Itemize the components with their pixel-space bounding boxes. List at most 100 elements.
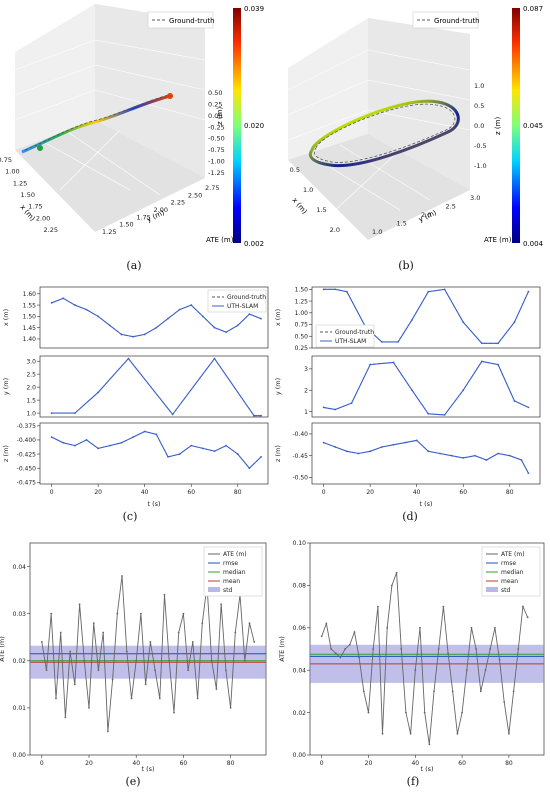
panel-a-colorbar-min: 0.002: [244, 240, 264, 248]
panel-d-subplot-0-y-tick-label-3: 1.00: [295, 310, 309, 317]
panel-b-colorbar-max: 0.087: [523, 5, 543, 13]
panel-e-y-tick-label-4: 0.04: [13, 564, 27, 571]
panel-e-data-point-0: [40, 641, 43, 643]
panel-c-subplot-0-data-point-0: [50, 301, 53, 304]
panel-c-subplot-2-data-point-16: [236, 453, 239, 455]
panel-a-x-tick-label-1: 1.00: [5, 168, 19, 176]
panel-c-x-label: t (s): [147, 500, 160, 508]
panel-e-data-point-41: [234, 631, 237, 634]
panel-b-y-tick-label-1: 1.5: [397, 220, 407, 228]
panel-a-colorbar: [233, 8, 241, 243]
panel-b-y-tick-label-3: 2.5: [446, 203, 456, 211]
panel-a-grid: [14, 39, 206, 196]
panel-c-subplot-2-y-label: z (m): [2, 445, 10, 462]
panel-e-x-tick-label-1: 20: [85, 760, 93, 767]
panel-e-x-label: t (s): [141, 765, 154, 773]
panel-c: 1.40 1.45 1.50 1.55 1.60 x (m) 1.0 1.5 2.0 2.5 3.0…: [2, 286, 269, 508]
panel-e-data-point-9: [83, 659, 86, 662]
panel-a-y-tick-label-5: 2.50: [188, 191, 202, 199]
panel-c-subplot-2-y-tick-label-3: -0.450: [17, 465, 37, 472]
panel-c-subplot-0-data-point-11: [178, 308, 181, 311]
panel-e-data-point-33: [196, 697, 199, 700]
panel-f-x-tick-label-0: 0: [320, 760, 324, 767]
panel-c-subplot-1-y-tick-label-0: 1.0: [26, 410, 36, 417]
panel-f-legend-label-3: mean: [501, 578, 518, 585]
panel-a-end-marker: [167, 93, 173, 99]
panel-b-z-tick-label-0: 1.0: [474, 82, 484, 90]
panel-f-data-point-4: [339, 656, 342, 659]
panel-c-subplot-2-data-point-15: [225, 444, 228, 447]
panel-b-colorbar-label: ATE (m): [484, 236, 512, 244]
panel-c-subplot-1-data-point-0: [50, 412, 53, 415]
panel-a: Ground-truth 0.039 0.020 0.002 ATE (m) 0…: [0, 4, 264, 248]
panel-d-subplot-2-data-point-10: [439, 452, 441, 455]
panel-e-data-point-37: [215, 688, 218, 690]
panel-e-data-point-26: [163, 593, 166, 596]
panel-a-z-tick-label-0: 0.50: [208, 89, 222, 97]
panel-e-data-point-34: [201, 622, 204, 624]
panel-c-subplot-1-data-point-3: [127, 357, 130, 360]
panel-b-legend-label: Ground-truth: [434, 17, 480, 25]
panel-f-data-point-8: [358, 656, 361, 659]
panel-c-subplot-1-data-point-4: [171, 413, 174, 416]
panel-b-y-ticks: 1.0 1.5 2.0 2.5 3.0: [372, 194, 480, 236]
panel-e-x-tick-label-3: 60: [180, 760, 188, 767]
panel-d-subplot-1-data-point-2: [350, 402, 353, 404]
panel-c-subplot-0-data-point-14: [213, 326, 216, 329]
panel-c-subplot-0-y-tick-label-1: 1.45: [23, 325, 37, 332]
panel-d-subplot-1-data-point-3: [369, 363, 372, 366]
panel-c-subplot-2-y-tick-label-2: -0.425: [17, 451, 37, 458]
panel-c-subplot-1-data-point-2: [97, 391, 100, 394]
panel-f-data-point-17: [400, 648, 403, 650]
panel-b-z-tick-label-3: -0.5: [474, 142, 487, 150]
panel-f-data-point-41: [512, 690, 515, 693]
panel-f-data-point-14: [386, 626, 389, 629]
panel-e-data-point-22: [144, 683, 147, 686]
panel-c-subplot-1-y-tick-label-4: 3.0: [26, 358, 36, 365]
panel-c-subplot-2-data-point-6: [120, 441, 123, 444]
panel-d-subplot-2-y-tick-label-2: -0.50: [292, 475, 308, 482]
panel-f-y-tick-label-3: 0.06: [293, 625, 307, 632]
panel-f-legend-swatch-4: [486, 587, 498, 592]
panel-d-subplot-2-data-point-5: [380, 446, 383, 448]
panel-c-subplot-0-data-point-17: [248, 313, 251, 316]
panel-d-subplot-2-data-point-8: [415, 439, 418, 442]
panel-a-z-tick-label-2: 0.00: [208, 112, 222, 120]
panel-d-subplot-0-data-point-11: [497, 342, 500, 345]
panel-e-data-point-40: [229, 706, 232, 709]
panel-c-subplot-0-data-point-13: [201, 315, 204, 318]
panel-c-subplot-1-data-point-6: [253, 414, 255, 417]
panel-f-data-point-18: [405, 711, 407, 714]
panel-c-subplot-2-x-tick-label-0: 0: [50, 489, 54, 496]
panel-d-subplot-0-data-point-4: [380, 341, 383, 343]
panel-a-z-tick-label-3: -0.25: [208, 123, 225, 131]
panel-b-y-tick-label-4: 3.0: [470, 194, 480, 202]
panel-a-colorbar-max: 0.039: [244, 5, 264, 13]
panel-d-subplot-2-x-tick-label-0: 0: [322, 489, 326, 496]
panel-e-data-point-45: [253, 641, 256, 643]
panel-d-subplot-1-data-point-8: [462, 389, 465, 392]
panel-c-subplot-2-x-tick-label-2: 40: [141, 489, 149, 496]
panel-d-subplot-0-data-point-9: [462, 321, 465, 324]
panel-b-y-tick-label-2: 2.0: [421, 211, 431, 219]
panel-b-x-label: x (m): [290, 196, 308, 216]
panel-c-subplot-0-data-point-1: [62, 297, 65, 300]
panel-c-subplot-0-y-label: x (m): [2, 309, 10, 326]
panel-c-subplot-0-y-tick-label-4: 1.60: [23, 291, 37, 298]
panel-c-subplot-2-data-point-3: [85, 439, 88, 441]
panel-c-legend-label-0: Ground-truth: [227, 294, 266, 301]
panel-c-subplot-0-data-point-5: [108, 324, 111, 327]
panel-d-subplot-2-data-point-11: [450, 454, 453, 457]
panel-d-subplot-1-data-point-7: [443, 413, 446, 416]
panel-e-data-point-31: [187, 669, 190, 672]
panel-b-x-tick-label-1: 1.0: [303, 186, 313, 194]
panel-b: Ground-truth 0.087 0.045 0.004 ATE (m) 0…: [287, 5, 544, 248]
panel-a-colorbar-label: ATE (m): [206, 236, 234, 244]
panel-a-y-tick-label-3: 2.00: [154, 206, 168, 214]
panel-c-subplot-1-y-tick-label-1: 1.5: [26, 397, 36, 404]
panel-d-subplot-2-data-point-17: [520, 459, 523, 461]
panel-f-data-point-3: [334, 652, 337, 655]
panel-e-legend-label-0: ATE (m): [223, 551, 247, 558]
panel-e-legend-swatch-4: [208, 587, 220, 592]
panel-a-z-label: z (m): [216, 107, 224, 125]
